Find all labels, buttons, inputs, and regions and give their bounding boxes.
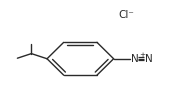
Text: Cl⁻: Cl⁻ [118, 10, 134, 20]
Text: N: N [145, 54, 152, 64]
Text: N$^+$: N$^+$ [130, 52, 146, 65]
